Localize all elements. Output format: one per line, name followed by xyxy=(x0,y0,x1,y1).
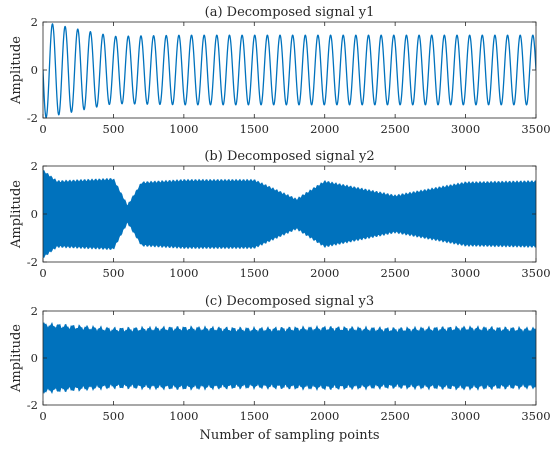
y-tick-label: 0 xyxy=(31,63,38,77)
signal-y3-band xyxy=(43,321,536,395)
y-tick-label: -2 xyxy=(27,398,38,412)
x-tick-label: 2000 xyxy=(310,122,339,136)
x-tick-label: 3000 xyxy=(451,122,480,136)
x-tick-label: 500 xyxy=(102,122,124,136)
x-tick-label: 2000 xyxy=(310,266,339,280)
x-tick-label: 3500 xyxy=(521,266,550,280)
y-tick-label: -2 xyxy=(27,111,38,125)
x-tick-label: 500 xyxy=(102,266,124,280)
x-tick-label: 2500 xyxy=(381,409,410,423)
x-tick-label: 1000 xyxy=(169,122,198,136)
panel-1: 0 500 1000 1500 2000 2500 3000 3500-202(a) Deco… xyxy=(9,5,550,136)
panel-2: 0 500 1000 1500 2000 2500 3000 3500-202(b) Deco… xyxy=(9,149,550,280)
panel-3: 0 500 1000 1500 2000 2500 3000 3500-202(c) Deco… xyxy=(9,294,550,443)
y-tick-label: 2 xyxy=(31,304,38,318)
x-tick-label: 1000 xyxy=(169,409,198,423)
x-axis-label: Number of sampling points xyxy=(200,428,380,443)
x-tick-label: 2500 xyxy=(381,266,410,280)
panel-title: (c) Decomposed signal y3 xyxy=(205,294,374,309)
x-tick-label: 2000 xyxy=(310,409,339,423)
y-axis-label: Amplitude xyxy=(9,36,24,105)
y-tick-label: -2 xyxy=(27,255,38,269)
x-tick-label: 0 xyxy=(39,266,46,280)
y-tick-label: 2 xyxy=(31,15,38,29)
signal-y1-line xyxy=(43,23,536,118)
y-axis-label: Amplitude xyxy=(9,180,24,249)
x-tick-label: 1500 xyxy=(240,266,269,280)
x-tick-label: 1000 xyxy=(169,266,198,280)
y-tick-label: 0 xyxy=(31,351,38,365)
y-tick-label: 0 xyxy=(31,207,38,221)
x-tick-label: 0 xyxy=(39,409,46,423)
x-tick-label: 500 xyxy=(102,409,124,423)
x-tick-label: 0 xyxy=(39,122,46,136)
x-tick-label: 3000 xyxy=(451,409,480,423)
x-tick-label: 1500 xyxy=(240,409,269,423)
panel-title: (a) Decomposed signal y1 xyxy=(205,5,375,20)
x-tick-label: 3500 xyxy=(521,409,550,423)
x-tick-label: 2500 xyxy=(381,122,410,136)
x-tick-label: 3500 xyxy=(521,122,550,136)
y-tick-label: 2 xyxy=(31,159,38,173)
panel-title: (b) Decomposed signal y2 xyxy=(204,149,374,164)
signal-group xyxy=(43,169,536,259)
x-tick-label: 3000 xyxy=(451,266,480,280)
signal-y2-band xyxy=(43,169,536,259)
signal-group xyxy=(43,23,536,118)
y-axis-label: Amplitude xyxy=(9,324,24,393)
signal-group xyxy=(43,321,536,395)
x-tick-label: 1500 xyxy=(240,122,269,136)
